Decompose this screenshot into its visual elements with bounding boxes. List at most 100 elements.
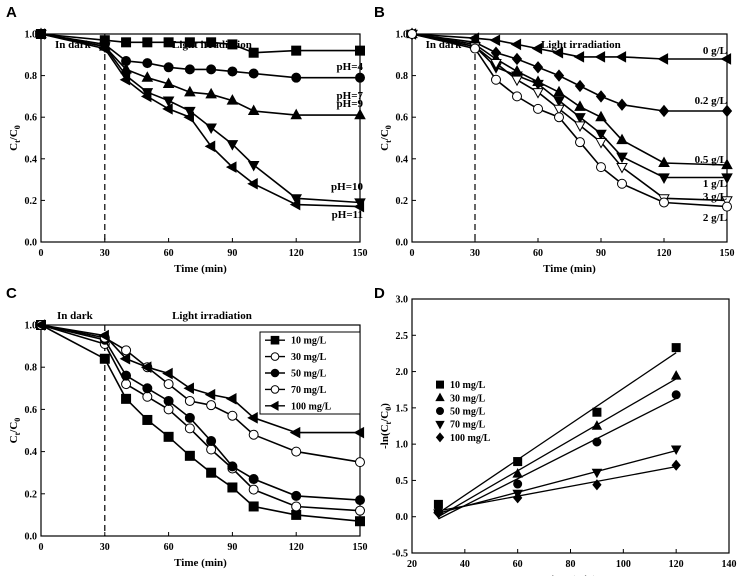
legend-item-70-mg-l: 70 mg/L: [435, 420, 486, 431]
data-point: [353, 200, 365, 213]
x-tick-label: 60: [513, 559, 523, 570]
y-tick-label: 2.0: [396, 367, 409, 378]
legend: 10 mg/L 30 mg/L 50 mg/L 70 mg/L 100 mg/L: [259, 331, 361, 415]
legend-item-30-mg-l: 30 mg/L: [265, 352, 327, 363]
data-point: [574, 79, 586, 93]
data-point: [532, 79, 544, 91]
data-point: [162, 103, 173, 115]
data-point: [353, 426, 365, 439]
data-point: [184, 106, 196, 118]
x-tick-label: 120: [669, 559, 684, 570]
data-point: [204, 388, 216, 401]
data-point: [433, 507, 444, 519]
data-point: [553, 85, 565, 97]
legend-label: 70 mg/L: [450, 420, 486, 431]
data-point: [184, 395, 195, 406]
x-tick-label: 150: [353, 248, 368, 259]
chart-panel-a: 0 30 60 90 120 150 0.0 0.2 0.4 0.6 0.8 1.0 Time (min…: [8, 27, 368, 275]
legend-label: 50 mg/L: [291, 369, 327, 380]
data-point: [119, 352, 131, 365]
y-tick-label: 2.5: [396, 331, 409, 342]
y-tick-label: 1.0: [396, 440, 409, 451]
y-tick-label: 0.8: [25, 363, 38, 374]
chart-panel-d: 20 40 60 80 100 120 140 -0.5 0.0 0.5 1.0 1.5 2.0 2.5 3…: [379, 295, 737, 576]
y-tick-label: 0.0: [396, 512, 409, 523]
data-point: [247, 160, 260, 172]
data-point: [162, 77, 175, 89]
fit-line: [438, 450, 677, 514]
y-tick-label: 0.0: [25, 238, 38, 249]
y-tick-label: 0.0: [396, 238, 409, 249]
y-tick-label: 0.2: [25, 196, 38, 207]
data-point: [163, 37, 174, 48]
x-tick-label: 0: [39, 542, 44, 553]
y-axis-title-part: t: [13, 432, 22, 435]
data-point: [289, 426, 301, 439]
y-axis-title-part: /C: [379, 411, 391, 423]
chart-panel-c: 0 30 60 90 120 150 0.0 0.2 0.4 0.6 0.8 1.0 Time (min…: [8, 310, 368, 569]
x-tick-label: 150: [353, 542, 368, 553]
y-tick-label: 0.6: [25, 405, 38, 416]
data-point: [206, 436, 217, 447]
legend-item-50-mg-l: 50 mg/L: [436, 407, 486, 418]
data-point: [142, 58, 153, 69]
data-point: [574, 100, 586, 111]
data-point: [490, 59, 502, 70]
series-label-ph-4: pH=4: [337, 61, 364, 73]
legend-marker: [435, 432, 445, 443]
legend-label: 30 mg/L: [291, 352, 327, 363]
panel-label-d: D: [374, 285, 385, 302]
data-point: [140, 90, 152, 103]
data-point: [184, 423, 195, 434]
x-tick-label: 60: [533, 248, 543, 259]
data-point: [533, 103, 543, 114]
series-label-0-2-g-l: 0.2 g/L: [695, 95, 727, 107]
y-axis-title: Ct/C0: [379, 125, 393, 151]
data-point: [184, 85, 196, 97]
x-tick-label: 150: [720, 248, 735, 259]
data-point: [658, 173, 670, 184]
data-point: [247, 412, 258, 424]
data-point: [553, 69, 565, 82]
annotation-light-irradiation: Light irradiation: [541, 39, 621, 51]
data-point: [290, 194, 302, 205]
data-point: [162, 96, 175, 107]
data-point: [142, 383, 153, 394]
y-axis-title-part: /C: [379, 129, 391, 141]
data-point: [355, 495, 365, 506]
data-point: [671, 390, 681, 400]
legend-label: 50 mg/L: [450, 407, 486, 418]
data-point: [658, 156, 670, 168]
data-point: [617, 178, 627, 189]
x-tick-label: 120: [289, 248, 304, 259]
data-point: [163, 379, 174, 390]
data-point: [670, 445, 682, 456]
legend-marker: [269, 400, 279, 411]
x-tick-label: 30: [470, 248, 480, 259]
data-point: [142, 414, 153, 425]
data-point: [658, 104, 670, 118]
x-tick-label: 90: [596, 248, 606, 259]
legend-item-50-mg-l: 50 mg/L: [265, 369, 327, 380]
data-point: [248, 47, 259, 58]
x-tick-label: 120: [657, 248, 672, 259]
legend-label: 10 mg/L: [291, 336, 327, 347]
plot-frame: [411, 33, 728, 243]
y-axis-title-part: ): [379, 403, 391, 407]
data-point: [121, 393, 132, 404]
y-tick-label: 1.0: [25, 321, 38, 332]
x-axis-title: Time (min): [544, 574, 597, 576]
y-axis-title-part: /C: [8, 129, 20, 141]
data-point: [616, 163, 628, 174]
x-tick-label: 120: [289, 542, 304, 553]
data-point: [247, 177, 258, 190]
fit-line: [438, 352, 677, 514]
series-30-mg-l: [36, 320, 365, 516]
data-point: [140, 361, 152, 373]
legend-label: 10 mg/L: [450, 380, 486, 391]
series-label-0-g-l: 0 g/L: [703, 45, 727, 57]
legend-marker: [270, 385, 280, 394]
x-axis-title: Time (min): [174, 557, 227, 569]
series-label-0-5-g-l: 0.5 g/L: [695, 154, 727, 166]
y-axis-title-part: t: [384, 421, 393, 424]
